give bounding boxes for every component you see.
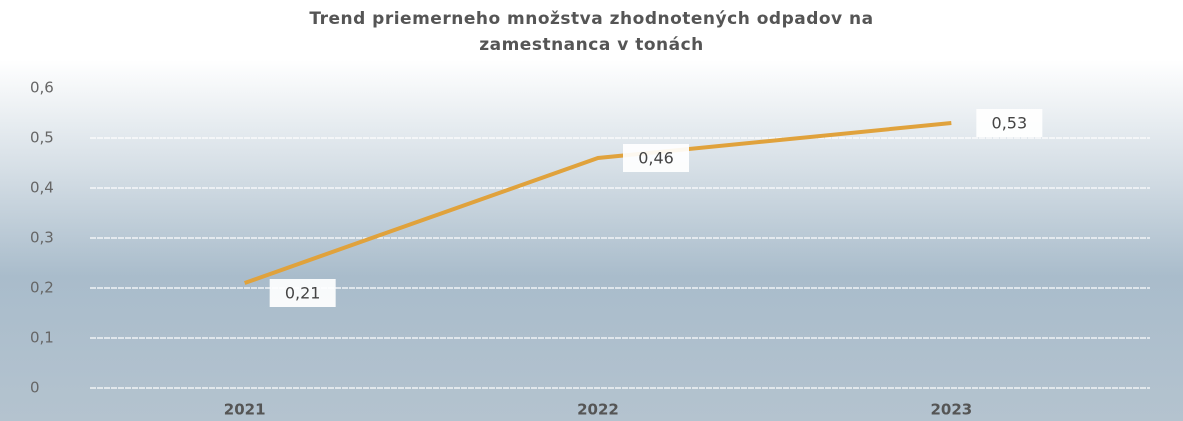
y-tick-label: 0,4 — [30, 179, 54, 197]
y-tick-label: 0,6 — [30, 79, 54, 97]
y-tick-label: 0 — [30, 379, 40, 397]
data-label-group: 0,46 — [623, 144, 689, 172]
chart-title: Trend priemerneho množstva zhodnotených … — [309, 9, 874, 55]
y-tick-label: 0,3 — [30, 229, 54, 247]
x-tick-label: 2022 — [577, 401, 619, 419]
data-label-group: 0,53 — [976, 109, 1043, 137]
y-tick-label: 0,1 — [30, 329, 54, 347]
data-label-box — [976, 109, 1043, 137]
data-line — [243, 121, 952, 285]
y-tick-label: 0,5 — [30, 129, 54, 147]
data-label: 0,21 — [285, 284, 321, 303]
data-label-box — [269, 279, 336, 307]
data-label-box — [623, 144, 689, 172]
x-tick-label: 2021 — [224, 401, 266, 419]
data-label-group: 0,21 — [269, 279, 336, 307]
x-tick-label: 2023 — [930, 401, 972, 419]
data-label: 0,46 — [638, 149, 674, 168]
y-tick-label: 0,2 — [30, 279, 54, 297]
data-label: 0,53 — [992, 114, 1028, 133]
